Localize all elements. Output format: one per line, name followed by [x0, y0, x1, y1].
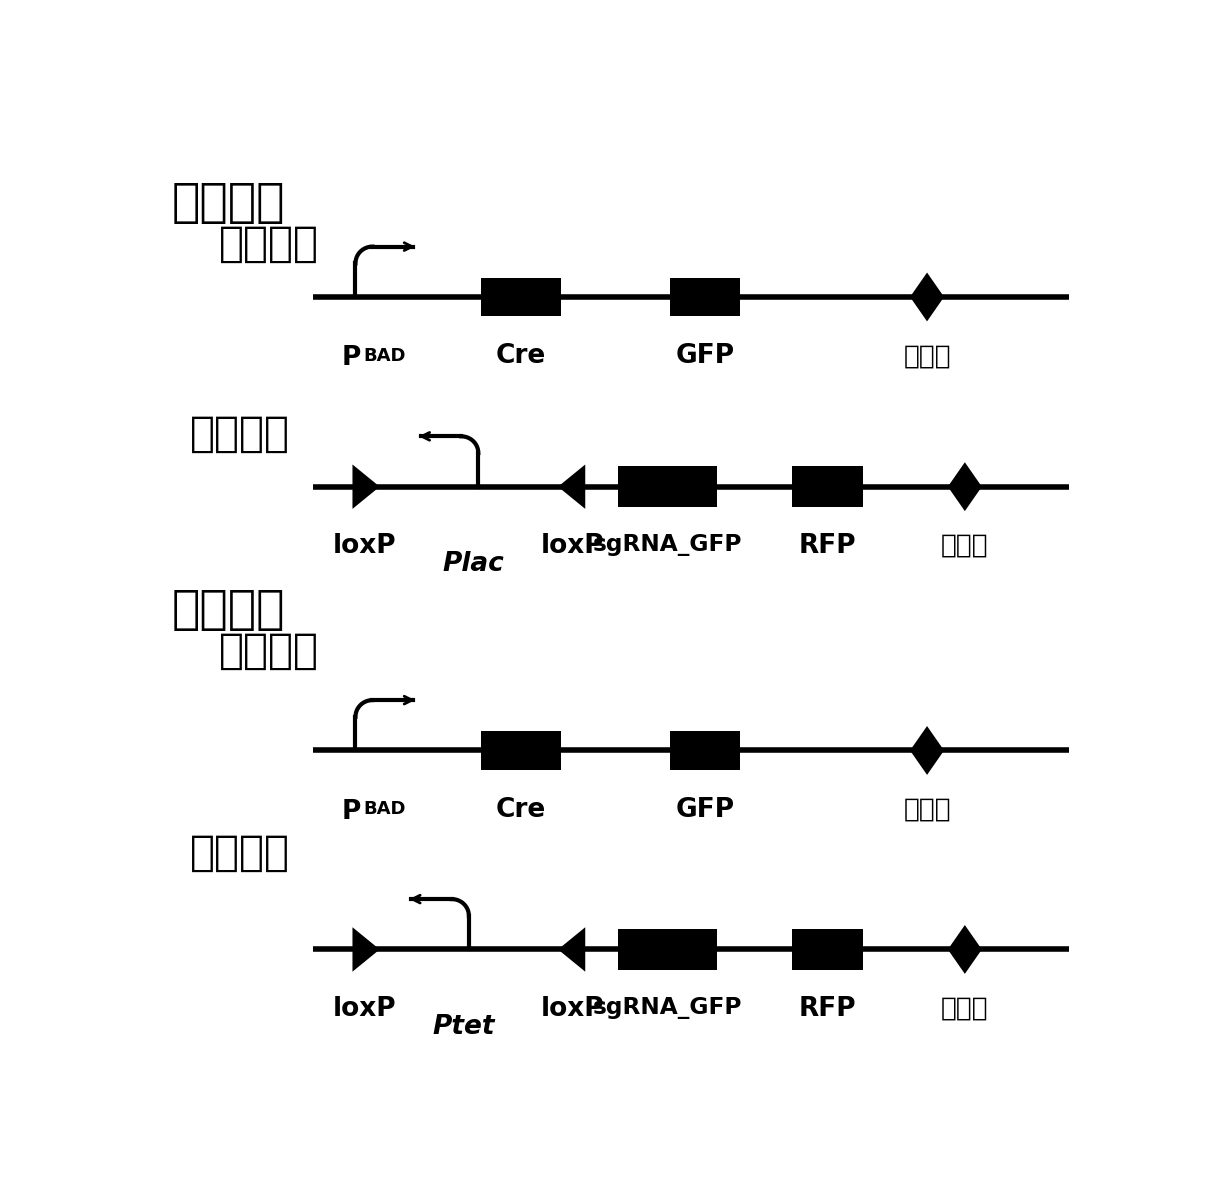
Text: sgRNA_GFP: sgRNA_GFP: [592, 995, 742, 1019]
Polygon shape: [948, 926, 981, 974]
Text: Plac: Plac: [442, 552, 505, 577]
Text: 终止子: 终止子: [903, 797, 951, 822]
Text: P: P: [341, 798, 361, 825]
Text: GFP: GFP: [675, 797, 735, 822]
Text: 第二细胞: 第二细胞: [171, 589, 285, 633]
Bar: [669, 731, 740, 770]
Text: P: P: [341, 345, 361, 371]
Text: 终止子: 终止子: [941, 995, 989, 1022]
Text: sgRNA_GFP: sgRNA_GFP: [592, 532, 742, 557]
Text: Ptet: Ptet: [433, 1014, 495, 1040]
Polygon shape: [352, 927, 379, 971]
Bar: [792, 466, 863, 507]
Text: BAD: BAD: [363, 801, 406, 819]
Bar: [480, 731, 561, 770]
Text: Cre: Cre: [496, 797, 546, 822]
Bar: [792, 929, 863, 970]
Text: 第二线路: 第二线路: [190, 412, 290, 454]
Text: 第四线路: 第四线路: [190, 832, 290, 874]
Polygon shape: [352, 464, 379, 508]
Text: GFP: GFP: [675, 344, 735, 369]
Text: 第三线路: 第三线路: [218, 630, 318, 672]
Polygon shape: [911, 273, 944, 321]
Bar: [669, 278, 740, 316]
Text: RFP: RFP: [798, 995, 857, 1022]
Text: loxP: loxP: [541, 995, 605, 1022]
Text: loxP: loxP: [333, 532, 396, 559]
Text: RFP: RFP: [798, 532, 857, 559]
Text: 终止子: 终止子: [941, 532, 989, 559]
Bar: [618, 466, 717, 507]
Text: 第一线路: 第一线路: [218, 222, 318, 264]
Bar: [618, 929, 717, 970]
Polygon shape: [911, 726, 944, 775]
Text: 第一细胞: 第一细胞: [171, 182, 285, 226]
Text: 终止子: 终止子: [903, 344, 951, 369]
Polygon shape: [948, 463, 981, 511]
Text: BAD: BAD: [363, 347, 406, 365]
Polygon shape: [558, 464, 585, 508]
Text: loxP: loxP: [541, 532, 605, 559]
Text: Cre: Cre: [496, 344, 546, 369]
Bar: [480, 278, 561, 316]
Text: loxP: loxP: [333, 995, 396, 1022]
Polygon shape: [558, 927, 585, 971]
